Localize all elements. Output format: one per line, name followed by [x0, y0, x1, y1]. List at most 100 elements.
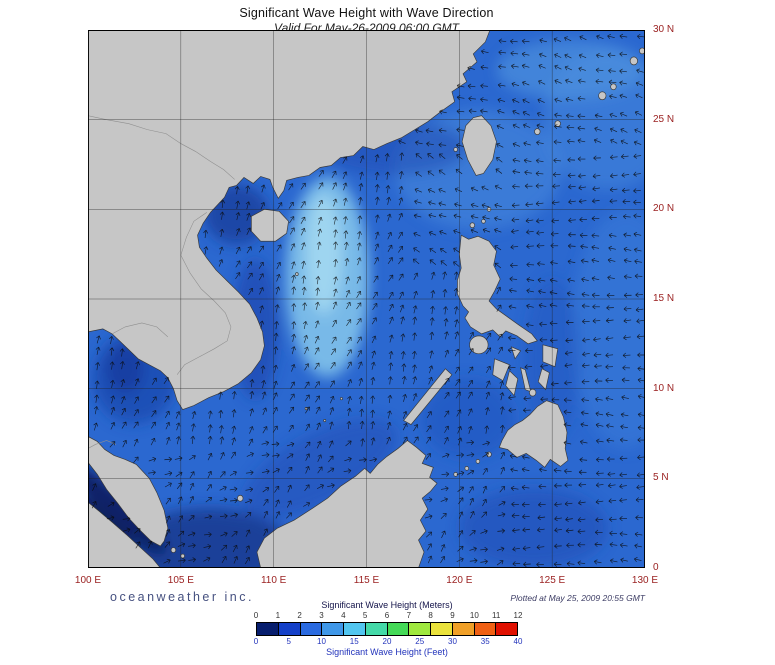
wave-arrow [229, 486, 238, 492]
legend-feet-ticks: 0 5 10 15 20 25 30 35 40 [254, 637, 523, 647]
land-leyte [537, 368, 550, 391]
wave-arrow [247, 272, 253, 280]
wave-arrow [259, 287, 264, 295]
legend-tick: 4 [341, 611, 346, 620]
lon-label: 125 E [539, 575, 566, 586]
wave-arrow [429, 350, 434, 359]
wave-arrow [481, 511, 488, 518]
wave-arrow [291, 286, 297, 295]
wave-arrow [356, 290, 362, 299]
wave-arrow [399, 304, 405, 313]
wave-arrow [535, 171, 544, 177]
wave-arrow [497, 333, 503, 341]
wave-arrow [567, 243, 576, 249]
wave-arrow [554, 124, 562, 130]
wave-arrow [595, 517, 603, 523]
wave-arrow [119, 348, 125, 357]
legend-tick: 20 [382, 637, 392, 646]
wave-arrow [512, 98, 520, 103]
wave-arrow [152, 377, 157, 385]
wave-arrow [579, 232, 588, 238]
wave-arrow [429, 317, 435, 326]
wave-arrow [219, 211, 225, 220]
wave-arrow [510, 50, 519, 56]
oceanweather-logo: oceanweather inc. [110, 590, 254, 604]
wave-arrow [230, 451, 236, 459]
wave-arrow [372, 303, 378, 310]
wave-arrow [261, 440, 270, 446]
island-amami [629, 56, 638, 66]
wave-arrow [444, 425, 449, 433]
wave-arrow [606, 423, 614, 429]
wave-arrow [206, 484, 212, 491]
wave-arrow [551, 218, 559, 224]
wave-arrow [581, 379, 590, 385]
wave-arrow [536, 544, 545, 550]
land-borneo [256, 440, 438, 568]
wave-arrow [387, 376, 393, 385]
legend-tick: 10 [469, 611, 479, 620]
wave-arrow [286, 500, 292, 508]
wave-arrow [357, 196, 363, 206]
wave-arrow [608, 232, 617, 238]
colorbar-segment [452, 623, 475, 635]
legend-tick: 12 [513, 611, 523, 620]
wave-arrow [246, 212, 251, 221]
land-palawan [403, 368, 453, 425]
wave-arrow [372, 291, 378, 299]
wave-arrow [605, 317, 614, 324]
wave-arrow [496, 560, 504, 566]
wave-arrow [274, 485, 280, 493]
wave-arrow [177, 542, 186, 548]
wave-arrow [274, 321, 279, 330]
wave-arrow [402, 422, 408, 431]
wave-arrow [538, 79, 546, 85]
wave-arrow [440, 556, 446, 564]
wave-arrow [412, 316, 418, 325]
wave-arrow [343, 216, 348, 225]
wave-arrow [526, 288, 534, 294]
colorbar [256, 622, 518, 636]
wave-arrow [606, 305, 614, 311]
wave-arrow [578, 173, 586, 179]
wave-arrow [596, 34, 604, 40]
wave-arrow [318, 199, 323, 208]
wave-arrow [443, 318, 449, 327]
wave-arrow [133, 438, 139, 447]
wave-arrow [577, 125, 586, 131]
wave-arrow [304, 381, 310, 389]
wave-arrow [486, 332, 492, 340]
wave-arrow [619, 93, 628, 99]
wave-arrow [637, 33, 645, 40]
wave-arrow [633, 153, 642, 159]
wave-arrow [605, 411, 614, 417]
wave-arrow [333, 241, 338, 250]
wave-arrow [413, 436, 419, 444]
wave-arrow [231, 531, 238, 537]
wave-arrow [592, 304, 600, 310]
wave-arrow [235, 260, 241, 268]
wave-arrow [428, 230, 437, 236]
wave-arrow [539, 38, 547, 44]
wave-arrow [244, 557, 250, 565]
wave-arrow [608, 498, 617, 504]
wave-arrow [333, 258, 338, 268]
wave-arrow [494, 228, 502, 233]
wave-arrow [358, 361, 363, 370]
wave-arrow [301, 286, 307, 296]
wave-arrow [554, 516, 562, 522]
wave-arrow [508, 335, 516, 341]
wave-arrow [564, 501, 573, 507]
wave-arrow [523, 123, 531, 129]
legend-tick: 10 [317, 637, 326, 646]
wave-arrow [526, 262, 535, 268]
wave-arrow [374, 154, 380, 163]
wave-arrow [455, 391, 461, 399]
wave-arrow [96, 335, 101, 344]
wave-arrow [230, 498, 238, 504]
wave-arrow [275, 511, 281, 519]
wave-arrow [300, 182, 306, 190]
wave-arrow [525, 322, 534, 328]
wave-arrow [511, 81, 520, 87]
wave-arrow [332, 301, 338, 310]
